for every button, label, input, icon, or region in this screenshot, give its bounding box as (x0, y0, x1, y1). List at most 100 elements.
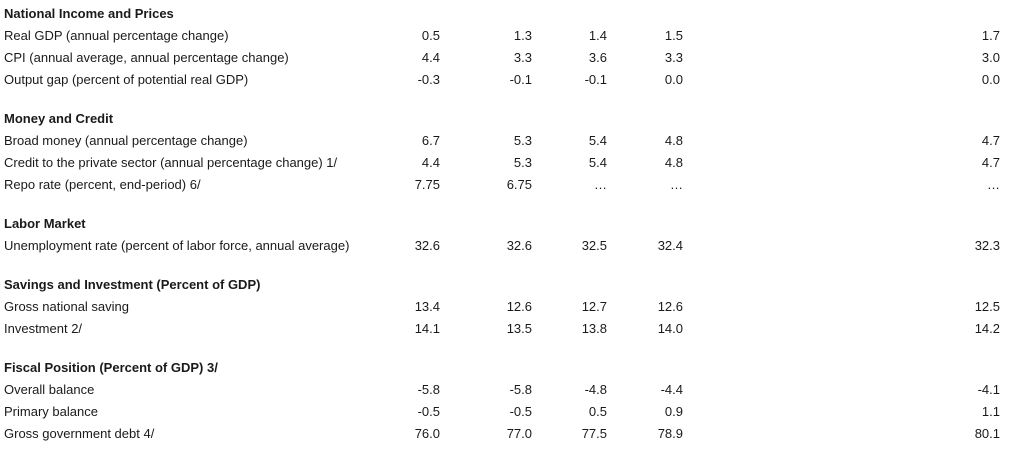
value-cell: 77.0 (506, 426, 532, 441)
row-label: Gross national saving (4, 299, 130, 314)
value-cell: 12.6 (657, 299, 683, 314)
table-row: Repo rate (percent, end-period) 6/ 7.75 … (4, 174, 1024, 196)
value-cell: 3.6 (588, 50, 607, 65)
table-row: Real GDP (annual percentage change) 0.5 … (4, 25, 1024, 47)
value-cell: 32.6 (414, 238, 440, 253)
value-cell: 4.4 (421, 50, 440, 65)
table-section: Savings and Investment (Percent of GDP) … (4, 274, 1024, 340)
value-cell: -0.1 (509, 72, 532, 87)
value-cell: -0.5 (509, 404, 532, 419)
value-cell: 0.0 (981, 72, 1000, 87)
table-section: National Income and Prices Real GDP (ann… (4, 3, 1024, 91)
value-cell: 32.4 (657, 238, 683, 253)
section-rows: Broad money (annual percentage change) 6… (4, 130, 1024, 196)
value-cell: … (987, 177, 1000, 192)
value-cell: 1.7 (981, 28, 1000, 43)
table-row: Unemployment rate (percent of labor forc… (4, 235, 1024, 257)
value-cell: 14.1 (414, 321, 440, 336)
row-label: Repo rate (percent, end-period) 6/ (4, 177, 201, 192)
value-cell: 12.6 (506, 299, 532, 314)
value-cell: 3.3 (513, 50, 532, 65)
value-cell: -5.8 (417, 382, 440, 397)
value-cell: 32.3 (974, 238, 1000, 253)
value-cell: 5.4 (588, 133, 607, 148)
value-cell: 3.0 (981, 50, 1000, 65)
value-cell: 5.3 (513, 155, 532, 170)
row-label: Overall balance (4, 382, 95, 397)
section-rows: Real GDP (annual percentage change) 0.5 … (4, 25, 1024, 91)
indicators-table: National Income and Prices Real GDP (ann… (4, 3, 1024, 445)
value-cell: 4.8 (664, 155, 683, 170)
section-header: Fiscal Position (Percent of GDP) 3/ (4, 360, 218, 375)
table-row: Output gap (percent of potential real GD… (4, 69, 1024, 91)
section-header: Labor Market (4, 216, 86, 231)
table-row: CPI (annual average, annual percentage c… (4, 47, 1024, 69)
value-cell: 0.5 (588, 404, 607, 419)
value-cell: 13.8 (581, 321, 607, 336)
table-row: Overall balance -5.8 -5.8 -4.8 -4.4 -4.1 (4, 379, 1024, 401)
value-cell: 80.1 (974, 426, 1000, 441)
row-label: Broad money (annual percentage change) (4, 133, 248, 148)
value-cell: 13.5 (506, 321, 532, 336)
row-label: Unemployment rate (percent of labor forc… (4, 238, 350, 253)
value-cell: 12.5 (974, 299, 1000, 314)
value-cell: 32.5 (581, 238, 607, 253)
value-cell: -0.1 (584, 72, 607, 87)
value-cell: 13.4 (414, 299, 440, 314)
section-rows: Overall balance -5.8 -5.8 -4.8 -4.4 -4.1… (4, 379, 1024, 445)
value-cell: 77.5 (581, 426, 607, 441)
row-label: Credit to the private sector (annual per… (4, 155, 338, 170)
row-label: Investment 2/ (4, 321, 83, 336)
section-header: Money and Credit (4, 111, 114, 126)
value-cell: -4.1 (977, 382, 1000, 397)
table-section: Fiscal Position (Percent of GDP) 3/ Over… (4, 357, 1024, 445)
value-cell: 3.3 (664, 50, 683, 65)
value-cell: 32.6 (506, 238, 532, 253)
value-cell: 14.2 (974, 321, 1000, 336)
row-label: Primary balance (4, 404, 98, 419)
value-cell: 0.0 (664, 72, 683, 87)
value-cell: 0.9 (664, 404, 683, 419)
value-cell: … (670, 177, 683, 192)
value-cell: 0.5 (421, 28, 440, 43)
value-cell: -4.8 (584, 382, 607, 397)
value-cell: 4.7 (981, 133, 1000, 148)
value-cell: 78.9 (657, 426, 683, 441)
value-cell: -4.4 (660, 382, 683, 397)
value-cell: 1.1 (981, 404, 1000, 419)
value-cell: -0.3 (417, 72, 440, 87)
row-label: Gross government debt 4/ (4, 426, 155, 441)
section-header: Savings and Investment (Percent of GDP) (4, 277, 261, 292)
value-cell: 1.3 (513, 28, 532, 43)
value-cell: 7.75 (414, 177, 440, 192)
table-row: Broad money (annual percentage change) 6… (4, 130, 1024, 152)
value-cell: 4.8 (664, 133, 683, 148)
value-cell: 4.7 (981, 155, 1000, 170)
value-cell: 6.75 (506, 177, 532, 192)
table-row: Investment 2/ 14.1 13.5 13.8 14.0 14.2 (4, 318, 1024, 340)
table-row: Gross government debt 4/ 76.0 77.0 77.5 … (4, 423, 1024, 445)
value-cell: 5.3 (513, 133, 532, 148)
value-cell: -0.5 (417, 404, 440, 419)
section-rows: Unemployment rate (percent of labor forc… (4, 235, 1024, 257)
value-cell: 5.4 (588, 155, 607, 170)
value-cell: -5.8 (509, 382, 532, 397)
value-cell: 4.4 (421, 155, 440, 170)
table-section: Money and Credit Broad money (annual per… (4, 108, 1024, 196)
value-cell: 6.7 (421, 133, 440, 148)
row-label: CPI (annual average, annual percentage c… (4, 50, 289, 65)
value-cell: 12.7 (581, 299, 607, 314)
row-label: Output gap (percent of potential real GD… (4, 72, 249, 87)
table-row: Gross national saving 13.4 12.6 12.7 12.… (4, 296, 1024, 318)
table-section: Labor Market Unemployment rate (percent … (4, 213, 1024, 257)
value-cell: 14.0 (657, 321, 683, 336)
row-label: Real GDP (annual percentage change) (4, 28, 229, 43)
value-cell: 1.4 (588, 28, 607, 43)
section-rows: Gross national saving 13.4 12.6 12.7 12.… (4, 296, 1024, 340)
value-cell: … (594, 177, 607, 192)
table-row: Credit to the private sector (annual per… (4, 152, 1024, 174)
section-header: National Income and Prices (4, 6, 174, 21)
table-row: Primary balance -0.5 -0.5 0.5 0.9 1.1 (4, 401, 1024, 423)
value-cell: 1.5 (664, 28, 683, 43)
value-cell: 76.0 (414, 426, 440, 441)
